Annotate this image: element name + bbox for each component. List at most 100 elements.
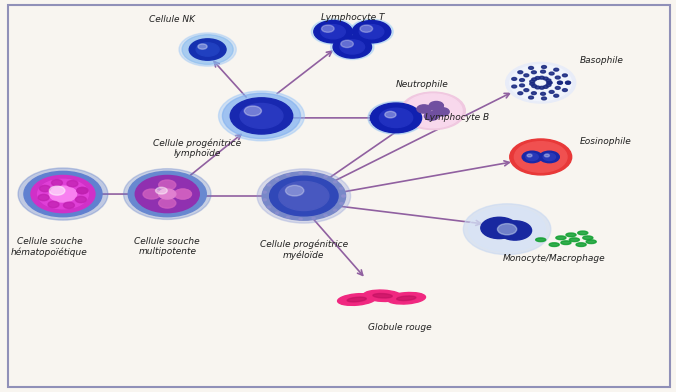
Circle shape (275, 178, 279, 180)
Ellipse shape (586, 240, 596, 243)
Circle shape (299, 218, 302, 220)
Circle shape (526, 153, 538, 161)
Circle shape (231, 98, 293, 134)
Ellipse shape (583, 236, 593, 240)
Circle shape (566, 81, 571, 84)
Circle shape (368, 102, 424, 134)
Circle shape (67, 180, 78, 187)
Circle shape (159, 180, 176, 190)
Circle shape (352, 20, 391, 43)
Circle shape (544, 85, 548, 88)
Text: Cellule NK: Cellule NK (149, 15, 195, 24)
Circle shape (299, 172, 302, 174)
Circle shape (159, 198, 176, 208)
Circle shape (558, 81, 562, 84)
Circle shape (546, 83, 551, 87)
Ellipse shape (576, 243, 586, 247)
Text: Cellule progénitrice
myéloïde: Cellule progénitrice myéloïde (260, 240, 348, 260)
Text: Monocyte/Macrophage: Monocyte/Macrophage (503, 254, 606, 263)
Circle shape (124, 169, 211, 220)
Circle shape (240, 103, 283, 129)
Circle shape (530, 80, 535, 83)
Circle shape (342, 195, 345, 197)
Circle shape (285, 185, 304, 196)
Circle shape (244, 106, 262, 116)
Circle shape (174, 189, 191, 199)
Circle shape (275, 212, 279, 214)
Circle shape (547, 81, 552, 84)
Circle shape (340, 40, 364, 54)
Circle shape (182, 34, 233, 64)
Circle shape (64, 202, 74, 209)
Circle shape (541, 65, 546, 69)
Circle shape (341, 40, 354, 47)
Circle shape (520, 84, 525, 87)
Circle shape (401, 92, 465, 130)
Ellipse shape (430, 112, 441, 114)
Circle shape (198, 44, 207, 49)
Circle shape (263, 191, 266, 193)
Circle shape (558, 81, 562, 84)
Circle shape (524, 89, 529, 92)
Circle shape (522, 151, 542, 163)
Circle shape (529, 96, 533, 99)
Circle shape (535, 76, 540, 80)
Circle shape (425, 112, 439, 120)
Circle shape (468, 207, 546, 252)
Circle shape (196, 43, 219, 56)
Circle shape (531, 92, 536, 94)
Circle shape (506, 62, 576, 103)
Circle shape (539, 76, 544, 79)
Circle shape (549, 91, 554, 93)
Circle shape (159, 189, 176, 199)
Text: Lymphocyte T: Lymphocyte T (320, 13, 384, 22)
Circle shape (541, 97, 546, 100)
Ellipse shape (561, 241, 571, 245)
Circle shape (324, 214, 327, 216)
Circle shape (267, 184, 270, 186)
Circle shape (77, 187, 88, 194)
Circle shape (155, 187, 167, 194)
Circle shape (527, 154, 532, 157)
Circle shape (429, 102, 443, 110)
Circle shape (404, 94, 462, 128)
Circle shape (539, 86, 544, 89)
Circle shape (333, 209, 337, 211)
Circle shape (331, 34, 374, 60)
Circle shape (18, 168, 108, 220)
Ellipse shape (373, 294, 392, 298)
Circle shape (518, 71, 523, 74)
Circle shape (143, 189, 160, 199)
Circle shape (512, 78, 516, 80)
Ellipse shape (578, 231, 588, 235)
Circle shape (222, 93, 301, 139)
Circle shape (24, 171, 102, 217)
Text: Eosinophile: Eosinophile (580, 137, 631, 146)
Ellipse shape (569, 238, 579, 241)
Circle shape (49, 186, 65, 195)
Circle shape (279, 181, 329, 211)
Circle shape (321, 25, 345, 39)
Circle shape (360, 25, 384, 39)
Text: Globule rouge: Globule rouge (368, 323, 431, 332)
Circle shape (324, 176, 327, 178)
Circle shape (312, 173, 315, 175)
Ellipse shape (397, 296, 416, 301)
Circle shape (514, 142, 567, 172)
Circle shape (286, 216, 289, 218)
Ellipse shape (433, 109, 441, 111)
Circle shape (270, 176, 338, 216)
Circle shape (417, 105, 431, 113)
Circle shape (555, 76, 560, 79)
Circle shape (518, 92, 523, 94)
Circle shape (135, 176, 199, 212)
Circle shape (339, 203, 343, 205)
Circle shape (77, 187, 88, 194)
Circle shape (546, 79, 551, 82)
Circle shape (312, 217, 315, 219)
Circle shape (554, 94, 558, 97)
Circle shape (539, 151, 559, 163)
Ellipse shape (535, 238, 546, 241)
Circle shape (262, 172, 345, 220)
Text: Lymphocyte B: Lymphocyte B (425, 113, 489, 122)
